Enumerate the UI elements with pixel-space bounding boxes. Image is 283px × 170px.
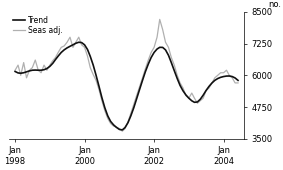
Y-axis label: no.: no.	[268, 0, 281, 9]
Legend: Trend, Seas adj.: Trend, Seas adj.	[13, 16, 62, 35]
